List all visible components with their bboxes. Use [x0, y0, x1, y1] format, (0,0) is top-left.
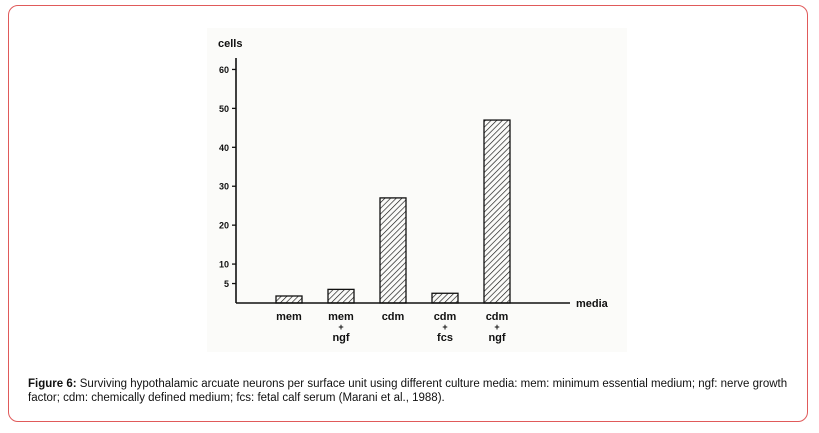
y-tick-label: 30: [219, 182, 229, 192]
figure-caption: Figure 6: Surviving hypothalamic arcuate…: [28, 377, 788, 405]
bars: [275, 119, 511, 304]
x-tick-plus-sign: +: [494, 322, 499, 332]
y-tick-label: 50: [219, 104, 229, 114]
x-tick-label: cdm: [382, 311, 405, 323]
y-tick-label: 5: [224, 279, 229, 289]
x-tick-sublabel: fcs: [437, 332, 453, 344]
x-tick-sublabel: ngf: [488, 332, 505, 344]
bar: [483, 119, 511, 304]
x-tick-plus-sign: +: [338, 322, 343, 332]
caption-label: Figure 6:: [28, 378, 77, 390]
x-tick-label: cdm: [486, 311, 509, 323]
x-tick-label: cdm: [434, 311, 457, 323]
x-axis-label: media: [576, 298, 609, 310]
x-tick-plus-sign: +: [442, 322, 447, 332]
y-tick-label: 20: [219, 221, 229, 231]
y-tick-label: 40: [219, 143, 229, 153]
y-tick-label: 10: [219, 260, 229, 270]
y-axis-label: cells: [218, 38, 242, 50]
x-tick-sublabel: ngf: [332, 332, 349, 344]
caption-text: Surviving hypothalamic arcuate neurons p…: [28, 378, 788, 404]
y-tick-label: 60: [219, 65, 229, 75]
chart-axes: cells media: [218, 38, 609, 310]
bar: [431, 292, 459, 304]
bar: [327, 288, 355, 304]
x-tick-label: mem: [328, 311, 354, 323]
x-tick-label: mem: [276, 311, 302, 323]
y-ticks: 5 10 20 30 40 50 60: [219, 65, 236, 289]
bar: [379, 197, 407, 304]
bar: [275, 295, 303, 304]
